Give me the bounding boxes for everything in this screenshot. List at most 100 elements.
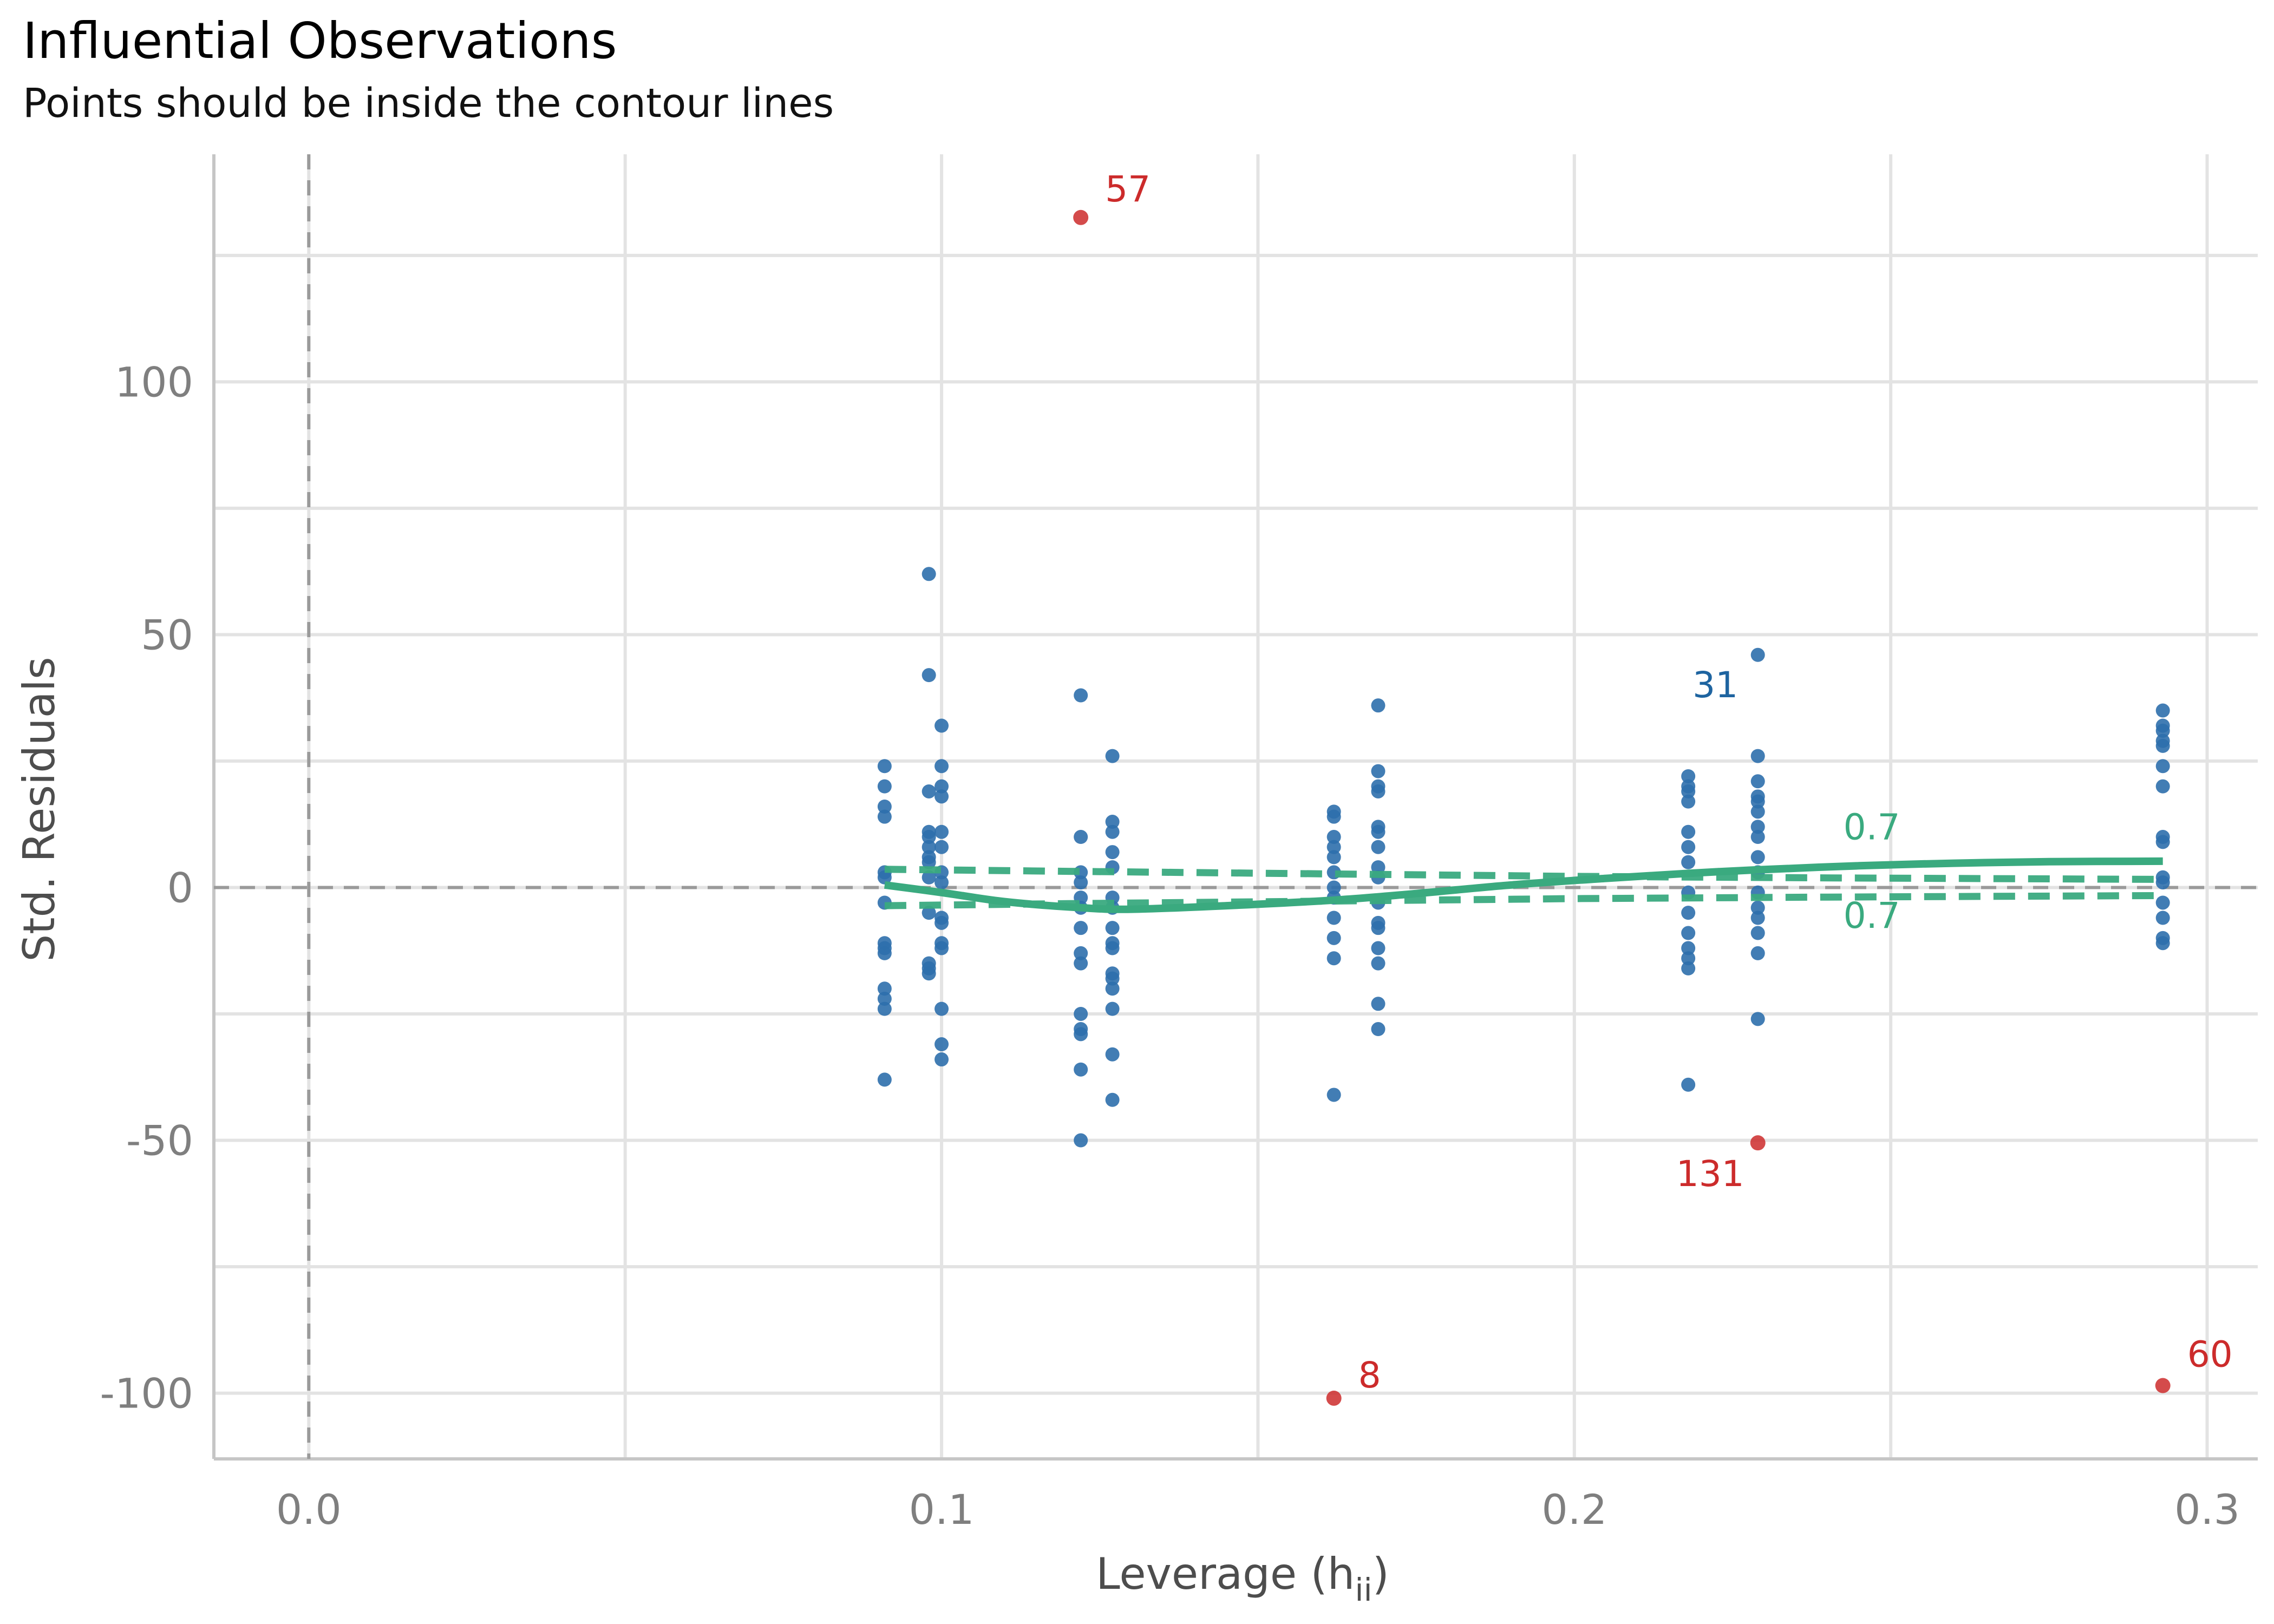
data-point (877, 991, 892, 1006)
data-point (935, 789, 949, 804)
data-point (1105, 1092, 1120, 1107)
data-point (1681, 926, 1696, 940)
data-point (1681, 941, 1696, 955)
data-point (1074, 688, 1088, 703)
y-tick-label: -50 (126, 1117, 193, 1165)
data-point (1681, 906, 1696, 920)
data-point (877, 981, 892, 996)
data-point (1105, 981, 1120, 996)
contour-label: 0.7 (1844, 895, 1900, 937)
influential-point-label: 60 (2187, 1334, 2233, 1376)
y-tick-label: 0 (167, 863, 193, 912)
data-point (922, 567, 936, 581)
data-point (1105, 941, 1120, 955)
data-point (2155, 895, 2170, 910)
data-point (1371, 1022, 1386, 1037)
data-point (922, 840, 936, 854)
x-tick-label: 0.3 (2174, 1485, 2240, 1534)
data-point (1371, 764, 1386, 778)
data-point (1750, 926, 1765, 940)
data-point (1750, 850, 1765, 865)
data-point (1074, 830, 1088, 844)
data-point (922, 668, 936, 683)
data-point (1074, 1062, 1088, 1077)
data-point (2155, 779, 2170, 794)
data-point (1750, 647, 1765, 662)
data-point (935, 779, 949, 794)
data-point (1371, 956, 1386, 971)
data-point (1681, 951, 1696, 966)
data-point (935, 1037, 949, 1052)
data-point (1371, 784, 1386, 798)
data-point (922, 870, 936, 885)
data-point (1327, 840, 1341, 854)
y-axis-title: Std. Residuals (14, 657, 64, 961)
data-point (1681, 855, 1696, 869)
data-point (2155, 723, 2170, 738)
data-point (1327, 850, 1341, 865)
data-point (1327, 951, 1341, 966)
smooth-fit-line (884, 857, 2163, 913)
influential-point-label: 131 (1676, 1153, 1744, 1195)
y-tick-label: 50 (141, 611, 193, 659)
data-point (877, 1001, 892, 1016)
data-point (1750, 900, 1765, 915)
x-tick-label: 0.1 (909, 1485, 975, 1534)
data-point (1327, 830, 1341, 844)
x-tick-labels: 0.0 0.1 0.2 0.3 (276, 1485, 2240, 1534)
data-point (877, 870, 892, 885)
data-point (1327, 931, 1341, 945)
data-point (922, 966, 936, 981)
data-point (935, 1001, 949, 1016)
influential-point (1750, 1135, 1766, 1151)
data-point (1750, 794, 1765, 809)
data-point (1371, 860, 1386, 875)
influential-point (1326, 1390, 1342, 1406)
data-point (922, 906, 936, 920)
data-point (1750, 911, 1765, 925)
data-point (935, 915, 949, 930)
data-point (1074, 1133, 1088, 1148)
data-point (877, 1072, 892, 1087)
data-point (2155, 738, 2170, 753)
data-point (1105, 815, 1120, 829)
data-point (935, 941, 949, 955)
data-point (877, 779, 892, 794)
data-point (1750, 946, 1765, 960)
data-point (1750, 830, 1765, 844)
reference-lines (214, 154, 2258, 1459)
influential-point-label: 8 (1358, 1354, 1381, 1396)
data-point (2155, 875, 2170, 890)
data-point (1327, 1088, 1341, 1102)
data-point (935, 824, 949, 839)
data-point (2155, 759, 2170, 774)
data-point (877, 946, 892, 960)
influential-point (1073, 209, 1089, 225)
y-tick-label: 100 (115, 358, 193, 406)
data-point (1327, 911, 1341, 925)
influential-point-label: 57 (1105, 168, 1151, 210)
data-point (1750, 749, 1765, 763)
influential-point (2155, 1378, 2171, 1393)
data-point (1371, 824, 1386, 839)
x-tick-label: 0.0 (276, 1485, 342, 1534)
data-point (1371, 698, 1386, 713)
data-point (1681, 1077, 1696, 1092)
data-point (1105, 845, 1120, 860)
data-point (1681, 784, 1696, 798)
data-point (935, 718, 949, 733)
data-point (1681, 961, 1696, 975)
data-point (1750, 804, 1765, 819)
data-point (1074, 956, 1088, 971)
x-axis-title: Leverage (hii) (1096, 1549, 1389, 1608)
data-point (1074, 1027, 1088, 1042)
data-point (1105, 1001, 1120, 1016)
data-point (1681, 824, 1696, 839)
data-point (1750, 1012, 1765, 1026)
y-tick-label: -100 (100, 1370, 193, 1418)
data-points (877, 209, 2171, 1406)
x-axis-title-close: ) (1373, 1549, 1389, 1599)
data-point (935, 1052, 949, 1067)
data-point (1105, 824, 1120, 839)
data-point (1371, 840, 1386, 854)
